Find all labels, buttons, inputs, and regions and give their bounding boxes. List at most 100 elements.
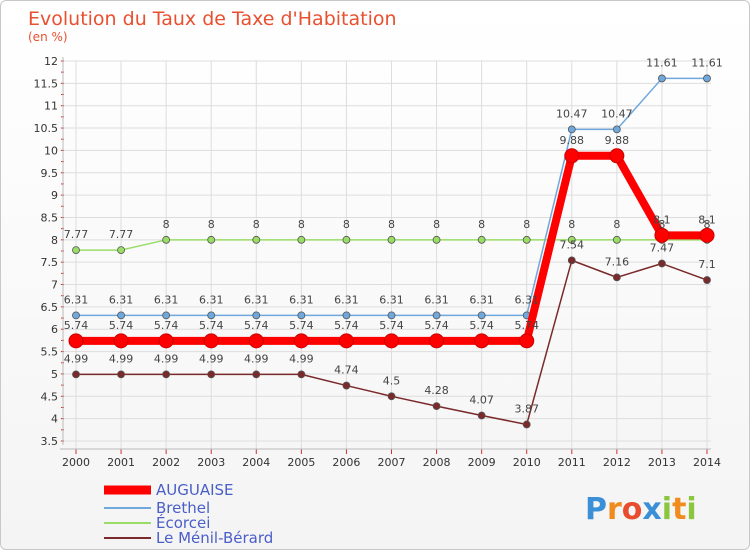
data-label-le-menil-berard: 7.16 xyxy=(605,255,630,268)
data-point-le-menil-berard xyxy=(658,259,666,268)
data-point-brethel xyxy=(703,74,711,83)
data-label-ecorcei: 8 xyxy=(208,218,215,231)
data-point-le-menil-berard xyxy=(162,370,171,379)
data-label-brethel: 6.31 xyxy=(64,293,89,306)
x-tick-label: 2013 xyxy=(648,456,676,469)
x-tick-label: 2012 xyxy=(603,456,631,469)
data-point-brethel xyxy=(207,311,216,320)
data-point-le-menil-berard xyxy=(297,370,306,379)
data-label-ecorcei: 8 xyxy=(568,218,575,231)
y-tick-label: 8.5 xyxy=(41,211,59,224)
data-point-auguaise xyxy=(338,333,354,349)
data-label-brethel: 6.31 xyxy=(514,293,539,306)
data-point-brethel xyxy=(252,311,261,320)
data-point-brethel xyxy=(612,125,621,134)
data-point-auguaise xyxy=(609,148,625,164)
data-label-le-menil-berard: 4.99 xyxy=(289,352,314,365)
y-tick-label: 4 xyxy=(51,413,58,426)
data-label-brethel: 6.31 xyxy=(379,293,404,306)
data-label-ecorcei: 7.77 xyxy=(109,228,134,241)
chart-title: Evolution du Taux de Taxe d'Habitation xyxy=(28,8,397,30)
data-label-le-menil-berard: 7.47 xyxy=(650,242,675,255)
x-tick-label: 2005 xyxy=(287,456,315,469)
x-tick-label: 2008 xyxy=(423,456,451,469)
data-point-auguaise xyxy=(429,333,445,349)
data-point-auguaise xyxy=(158,333,174,349)
data-label-ecorcei: 8 xyxy=(658,218,665,231)
y-tick-label: 5.5 xyxy=(41,346,59,359)
data-label-brethel: 6.31 xyxy=(154,293,179,306)
data-point-auguaise xyxy=(474,333,490,349)
data-label-le-menil-berard: 3.87 xyxy=(514,402,539,415)
data-point-brethel xyxy=(297,311,306,320)
data-label-auguaise: 9.88 xyxy=(560,134,585,147)
y-tick-label: 6 xyxy=(51,323,58,336)
data-label-brethel: 11.61 xyxy=(691,56,723,69)
axes: 3.5 4 4.5 5 5.5 6 6.5 7 7.5 8 8.5 9 9.5 10 10.5 11 11.5 1… xyxy=(34,55,722,469)
data-label-auguaise: 8.1 xyxy=(698,213,716,226)
brand-logo: Proxiti xyxy=(585,492,697,527)
y-tick-label: 4.5 xyxy=(41,390,59,403)
data-label-le-menil-berard: 7.1 xyxy=(698,258,716,271)
data-label-brethel: 6.31 xyxy=(289,293,314,306)
x-tick-label: 2003 xyxy=(197,456,225,469)
data-label-auguaise: 5.74 xyxy=(199,319,224,332)
x-tick-label: 2014 xyxy=(693,456,721,469)
data-point-brethel xyxy=(117,311,125,320)
data-label-auguaise: 5.74 xyxy=(514,319,539,332)
x-tick-label: 2001 xyxy=(107,456,135,469)
data-point-ecorcei xyxy=(207,235,216,244)
data-label-ecorcei: 8 xyxy=(388,218,395,231)
data-label-le-menil-berard: 4.99 xyxy=(64,352,89,365)
x-tick-label: 2004 xyxy=(242,456,270,469)
data-point-le-menil-berard xyxy=(252,370,261,379)
data-label-le-menil-berard: 4.99 xyxy=(199,352,224,365)
data-label-le-menil-berard: 4.74 xyxy=(334,364,359,377)
y-tick-label: 12 xyxy=(44,55,58,68)
data-label-ecorcei: 8 xyxy=(253,218,260,231)
y-tick-label: 10 xyxy=(44,144,58,157)
x-tick-label: 2000 xyxy=(62,456,90,469)
data-point-le-menil-berard xyxy=(522,420,531,429)
data-label-auguaise: 9.88 xyxy=(605,134,630,147)
data-label-le-menil-berard: 4.07 xyxy=(469,394,494,407)
data-label-ecorcei: 8 xyxy=(523,218,530,231)
data-label-ecorcei: 8 xyxy=(613,218,620,231)
data-point-brethel xyxy=(387,311,396,320)
data-label-brethel: 6.31 xyxy=(199,293,224,306)
data-point-le-menil-berard xyxy=(117,370,125,379)
data-point-brethel xyxy=(658,74,666,83)
data-label-le-menil-berard: 4.99 xyxy=(154,352,179,365)
data-point-auguaise xyxy=(699,227,715,243)
legend-label: Brethel xyxy=(156,499,210,517)
data-label-ecorcei: 8 xyxy=(298,218,305,231)
y-tick-label: 10.5 xyxy=(34,122,59,135)
data-label-brethel: 10.47 xyxy=(556,107,588,120)
data-point-ecorcei xyxy=(387,235,396,244)
x-tick-label: 2007 xyxy=(378,456,406,469)
data-point-le-menil-berard xyxy=(342,381,351,390)
data-point-brethel xyxy=(72,311,80,320)
data-point-brethel xyxy=(477,311,486,320)
data-label-auguaise: 5.74 xyxy=(244,319,269,332)
series-layer xyxy=(68,74,715,429)
data-point-ecorcei xyxy=(477,235,486,244)
y-tick-label: 9 xyxy=(51,189,58,202)
x-tick-label: 2011 xyxy=(558,456,586,469)
data-point-ecorcei xyxy=(117,246,125,255)
data-point-le-menil-berard xyxy=(432,402,441,411)
y-tick-label: 5 xyxy=(51,368,58,381)
data-point-le-menil-berard xyxy=(207,370,216,379)
legend-label: Écorcei xyxy=(156,513,210,532)
data-point-le-menil-berard xyxy=(612,273,621,282)
data-label-le-menil-berard: 4.99 xyxy=(109,352,134,365)
y-tick-label: 8 xyxy=(51,234,58,247)
data-point-auguaise xyxy=(293,333,309,349)
data-point-auguaise xyxy=(519,333,535,349)
data-point-auguaise xyxy=(654,227,670,243)
data-point-ecorcei xyxy=(567,235,576,244)
data-label-ecorcei: 8 xyxy=(478,218,485,231)
data-point-ecorcei xyxy=(72,246,80,255)
grid xyxy=(60,60,711,449)
x-tick-label: 2010 xyxy=(513,456,541,469)
